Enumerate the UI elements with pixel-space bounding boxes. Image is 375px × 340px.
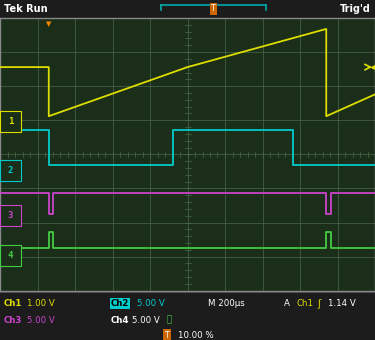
Text: ▼: ▼ [46, 21, 51, 27]
Text: 4: 4 [8, 251, 13, 260]
Text: Ch1: Ch1 [296, 299, 313, 308]
Text: ʃ: ʃ [317, 299, 320, 308]
Text: Trig'd: Trig'd [340, 4, 370, 14]
Text: A: A [284, 299, 290, 308]
FancyBboxPatch shape [0, 111, 21, 132]
FancyBboxPatch shape [0, 205, 21, 226]
Text: 世: 世 [167, 316, 172, 325]
Text: T: T [165, 330, 169, 340]
Text: 1: 1 [8, 117, 13, 126]
Text: Ch4: Ch4 [111, 316, 129, 325]
Text: Tek Run: Tek Run [4, 4, 48, 14]
Text: 2: 2 [8, 166, 13, 175]
Text: 5.00 V: 5.00 V [27, 316, 55, 325]
FancyBboxPatch shape [0, 245, 21, 266]
Text: 1.00 V: 1.00 V [27, 299, 55, 308]
Text: M 200μs: M 200μs [208, 299, 245, 308]
Text: 1.14 V: 1.14 V [328, 299, 356, 308]
Text: Ch2: Ch2 [111, 299, 129, 308]
FancyBboxPatch shape [0, 160, 21, 181]
Text: 5.00 V: 5.00 V [132, 316, 160, 325]
Text: 10.00 %: 10.00 % [178, 330, 214, 340]
Text: 3: 3 [8, 211, 13, 220]
Text: Ch1: Ch1 [4, 299, 22, 308]
Text: T: T [211, 4, 216, 13]
Text: 5.00 V: 5.00 V [137, 299, 165, 308]
Text: Ch3: Ch3 [4, 316, 22, 325]
